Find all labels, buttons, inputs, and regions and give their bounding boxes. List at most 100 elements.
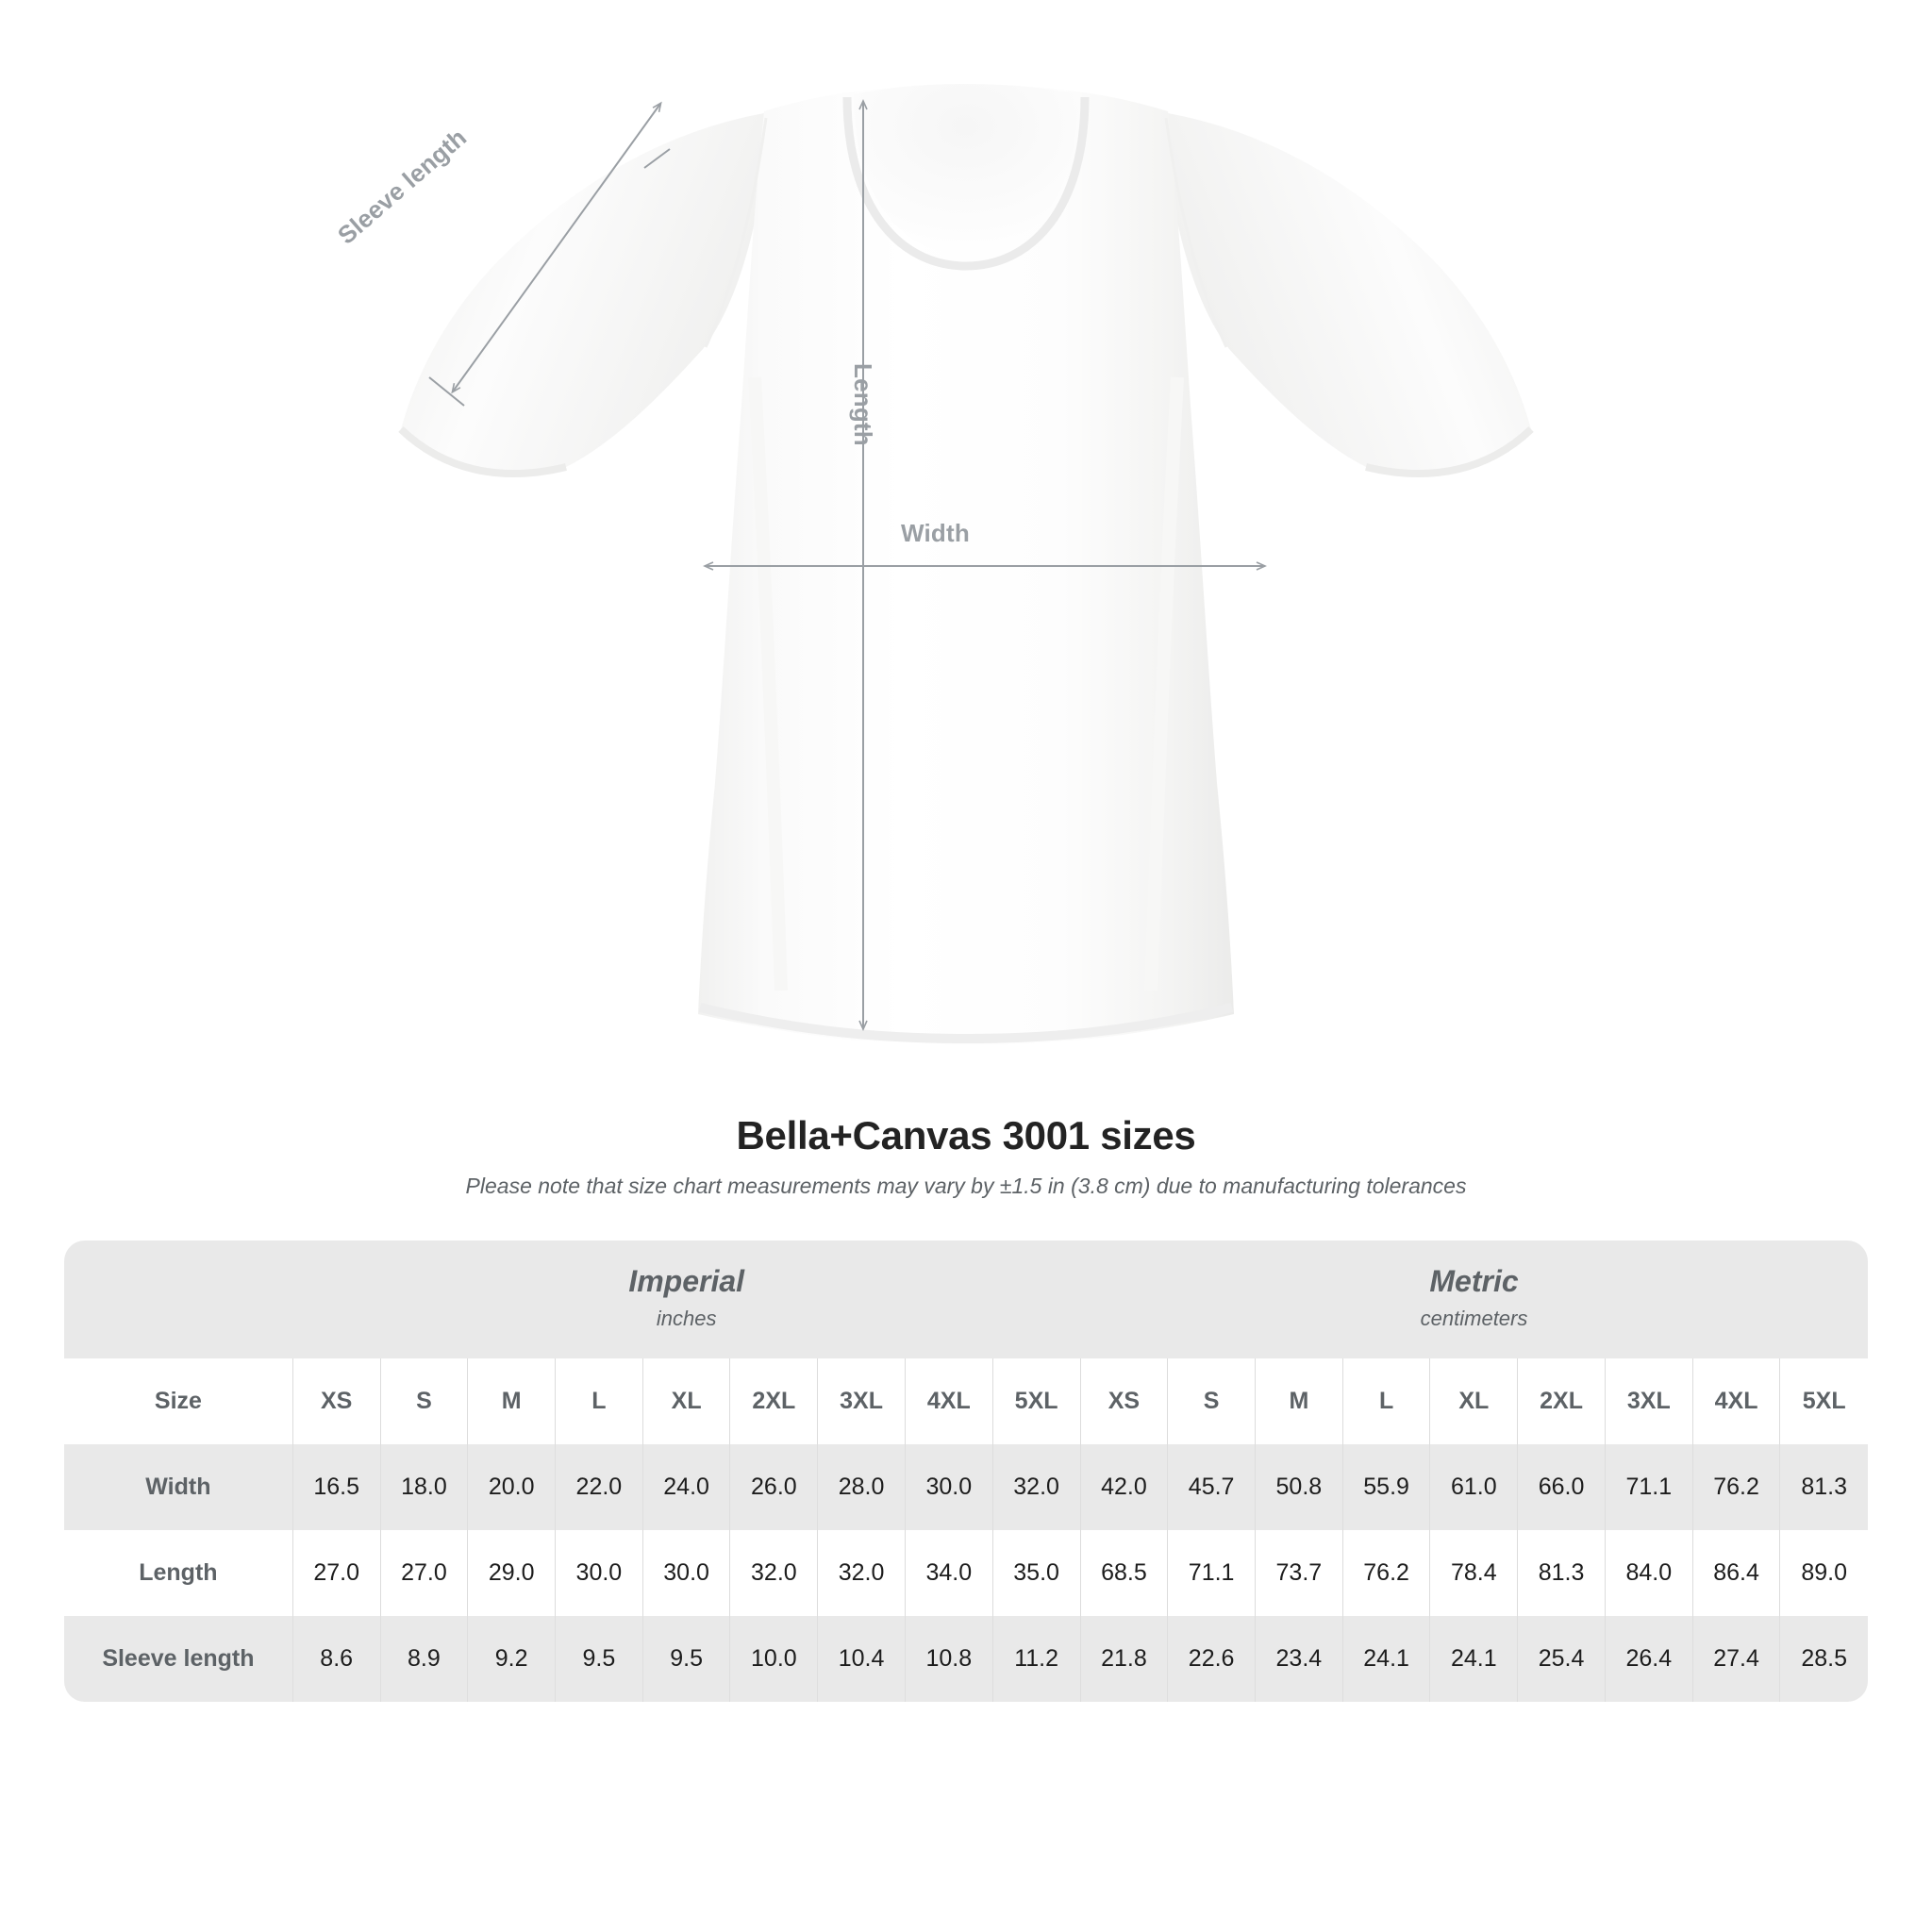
column-header-2xl-imperial: 2XL xyxy=(729,1358,818,1445)
left-sleeve xyxy=(401,113,764,474)
right-cuff xyxy=(1365,426,1534,478)
cell-width-3xl-metric: 71.1 xyxy=(1604,1444,1693,1531)
column-header-xl-imperial: XL xyxy=(641,1358,730,1445)
tshirt-stage: Sleeve length Length Width xyxy=(332,84,1534,1045)
column-header-l-imperial: L xyxy=(555,1358,643,1445)
cell-sleeve-length-2xl-imperial: 10.0 xyxy=(729,1616,818,1703)
row-header-size: Size xyxy=(64,1358,293,1445)
size-chart-table: Imperial inches Metric centimeters Size XS S M L… xyxy=(64,1241,1868,1703)
left-armhole-seam xyxy=(704,117,768,348)
cell-sleeve-length-l-imperial: 9.5 xyxy=(555,1616,643,1703)
cell-width-l-imperial: 22.0 xyxy=(555,1444,643,1531)
cell-width-l-metric: 55.9 xyxy=(1341,1444,1430,1531)
size-header-row: Size XS S M L XL 2XL 3XL 4XL 5XL XS S M L XL 2XL 3XL 4XL 5… xyxy=(64,1358,1868,1445)
cell-width-5xl-metric: 81.3 xyxy=(1779,1444,1868,1531)
cell-length-3xl-imperial: 32.0 xyxy=(817,1530,906,1617)
cell-length-s-imperial: 27.0 xyxy=(379,1530,468,1617)
cell-length-xl-metric: 78.4 xyxy=(1429,1530,1518,1617)
cell-width-5xl-imperial: 32.0 xyxy=(991,1444,1081,1531)
left-cuff xyxy=(398,426,567,478)
column-header-5xl-imperial: 5XL xyxy=(991,1358,1081,1445)
cell-width-2xl-imperial: 26.0 xyxy=(729,1444,818,1531)
cell-length-l-metric: 76.2 xyxy=(1341,1530,1430,1617)
cell-sleeve-length-5xl-metric: 28.5 xyxy=(1779,1616,1868,1703)
unit-banner-row: Imperial inches Metric centimeters xyxy=(64,1241,1868,1359)
cell-sleeve-length-xs-metric: 21.8 xyxy=(1079,1616,1168,1703)
cell-width-xl-metric: 61.0 xyxy=(1429,1444,1518,1531)
cell-length-3xl-metric: 84.0 xyxy=(1604,1530,1693,1617)
bottom-hem xyxy=(698,1003,1234,1044)
column-header-l-metric: L xyxy=(1341,1358,1430,1445)
column-header-xs-imperial: XS xyxy=(291,1358,381,1445)
column-header-4xl-metric: 4XL xyxy=(1691,1358,1780,1445)
column-header-5xl-metric: 5XL xyxy=(1779,1358,1868,1445)
tshirt-diagram: Sleeve length Length Width xyxy=(332,84,1534,1045)
size-table-wrapper: Imperial inches Metric centimeters Size XS S M L… xyxy=(64,1241,1868,1703)
cell-sleeve-length-5xl-imperial: 11.2 xyxy=(991,1616,1081,1703)
row-label-width: Width xyxy=(64,1444,293,1531)
column-header-3xl-metric: 3XL xyxy=(1604,1358,1693,1445)
cell-sleeve-length-m-metric: 23.4 xyxy=(1255,1616,1343,1703)
cell-width-4xl-imperial: 30.0 xyxy=(904,1444,993,1531)
width-label: Width xyxy=(901,519,970,547)
sleeve-tick-top xyxy=(643,148,671,169)
cell-width-s-metric: 45.7 xyxy=(1167,1444,1256,1531)
right-sleeve xyxy=(1168,113,1531,474)
cell-sleeve-length-xl-metric: 24.1 xyxy=(1429,1616,1518,1703)
cell-width-2xl-metric: 66.0 xyxy=(1517,1444,1606,1531)
cell-width-m-metric: 50.8 xyxy=(1255,1444,1343,1531)
cell-length-4xl-metric: 86.4 xyxy=(1691,1530,1780,1617)
cell-length-xs-imperial: 27.0 xyxy=(291,1530,381,1617)
cell-length-s-metric: 71.1 xyxy=(1167,1530,1256,1617)
column-header-m-imperial: M xyxy=(467,1358,556,1445)
collar-fill xyxy=(854,84,1078,255)
sleeve-tick-bottom xyxy=(428,376,465,407)
cell-width-m-imperial: 20.0 xyxy=(467,1444,556,1531)
page-title: Bella+Canvas 3001 sizes xyxy=(736,1113,1196,1158)
unit-header-imperial: Imperial inches xyxy=(292,1241,1081,1359)
unit-measure-name: inches xyxy=(656,1307,717,1331)
column-header-xl-metric: XL xyxy=(1429,1358,1518,1445)
cell-sleeve-length-s-metric: 22.6 xyxy=(1167,1616,1256,1703)
length-label: Length xyxy=(849,363,877,446)
cell-length-2xl-imperial: 32.0 xyxy=(729,1530,818,1617)
table-row: Length 27.0 27.0 29.0 30.0 30.0 32.0 32.0 34.0 35… xyxy=(64,1530,1868,1617)
unit-banner-spacer xyxy=(64,1241,293,1359)
column-header-m-metric: M xyxy=(1255,1358,1343,1445)
column-header-xs-metric: XS xyxy=(1079,1358,1168,1445)
cell-length-l-imperial: 30.0 xyxy=(555,1530,643,1617)
cell-sleeve-length-3xl-metric: 26.4 xyxy=(1604,1616,1693,1703)
cell-width-4xl-metric: 76.2 xyxy=(1691,1444,1780,1531)
fabric-fold-left xyxy=(748,376,788,991)
cell-sleeve-length-2xl-metric: 25.4 xyxy=(1517,1616,1606,1703)
cell-sleeve-length-s-imperial: 8.9 xyxy=(379,1616,468,1703)
cell-length-xs-metric: 68.5 xyxy=(1079,1530,1168,1617)
cell-width-xs-imperial: 16.5 xyxy=(291,1444,381,1531)
cell-length-m-metric: 73.7 xyxy=(1255,1530,1343,1617)
table-row: Sleeve length 8.6 8.9 9.2 9.5 9.5 10.0 10.4 10.8… xyxy=(64,1616,1868,1703)
tolerance-note: Please note that size chart measurements… xyxy=(465,1174,1467,1198)
cell-sleeve-length-m-imperial: 9.2 xyxy=(467,1616,556,1703)
cell-length-5xl-imperial: 35.0 xyxy=(991,1530,1081,1617)
cell-sleeve-length-xs-imperial: 8.6 xyxy=(291,1616,381,1703)
unit-measure-name: centimeters xyxy=(1420,1307,1528,1331)
column-header-2xl-metric: 2XL xyxy=(1517,1358,1606,1445)
right-armhole-seam xyxy=(1164,117,1228,348)
cell-sleeve-length-4xl-imperial: 10.8 xyxy=(904,1616,993,1703)
unit-system-name: Imperial xyxy=(628,1264,745,1298)
cell-length-5xl-metric: 89.0 xyxy=(1779,1530,1868,1617)
column-header-4xl-imperial: 4XL xyxy=(904,1358,993,1445)
tshirt-illustration xyxy=(398,84,1534,1045)
heading-block: Bella+Canvas 3001 sizes Please note that… xyxy=(0,1113,1932,1199)
cell-length-4xl-imperial: 34.0 xyxy=(904,1530,993,1617)
cell-width-xs-metric: 42.0 xyxy=(1079,1444,1168,1531)
unit-system-name: Metric xyxy=(1429,1264,1519,1298)
cell-length-m-imperial: 29.0 xyxy=(467,1530,556,1617)
row-label-length: Length xyxy=(64,1530,293,1617)
cell-sleeve-length-xl-imperial: 9.5 xyxy=(641,1616,730,1703)
fabric-fold-right xyxy=(1144,376,1184,991)
cell-length-xl-imperial: 30.0 xyxy=(641,1530,730,1617)
column-header-3xl-imperial: 3XL xyxy=(817,1358,906,1445)
cell-sleeve-length-3xl-imperial: 10.4 xyxy=(817,1616,906,1703)
cell-width-xl-imperial: 24.0 xyxy=(641,1444,730,1531)
